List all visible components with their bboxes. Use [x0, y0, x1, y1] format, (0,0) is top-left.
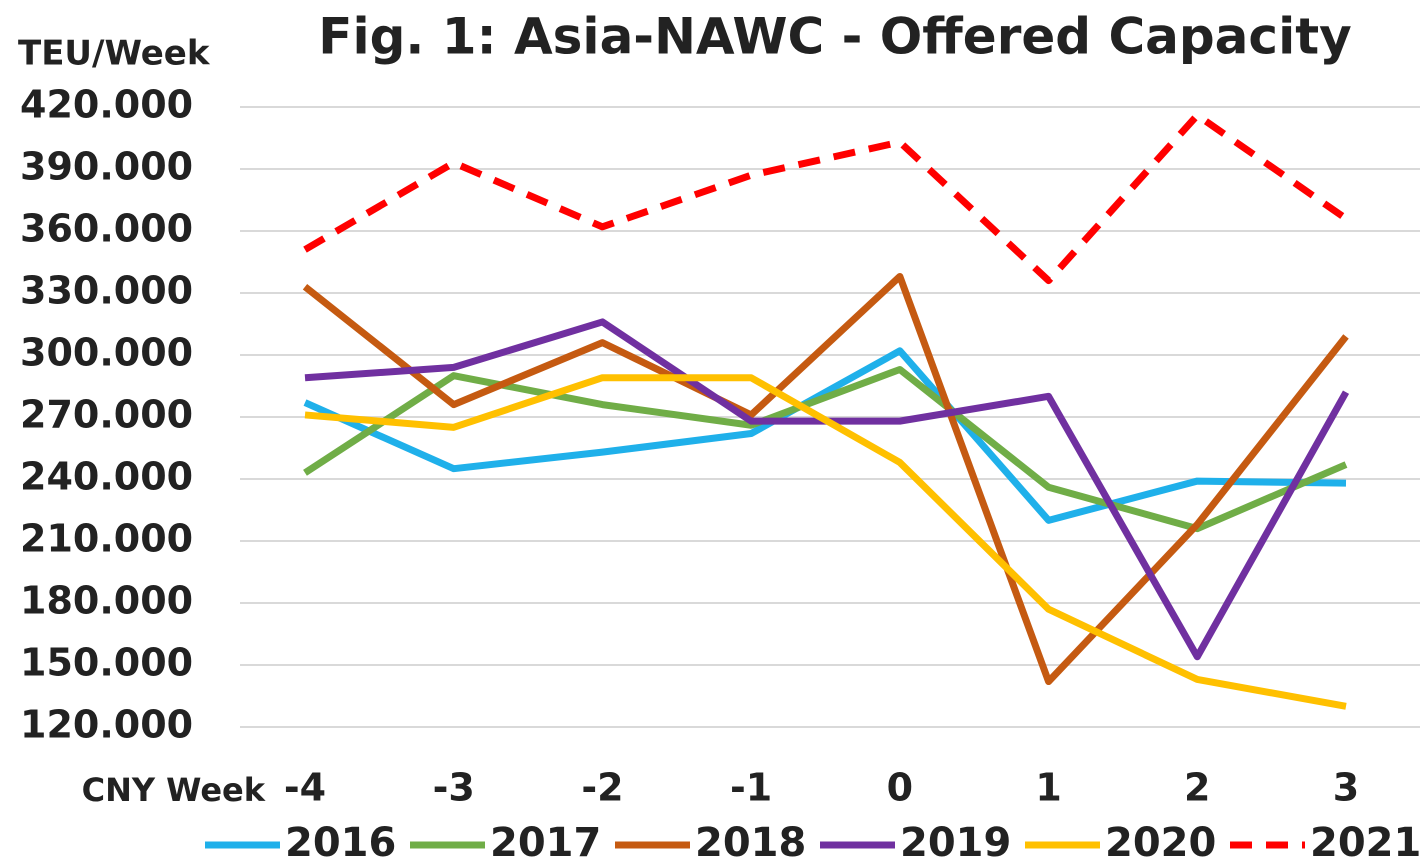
legend-label: 2017 [490, 820, 601, 866]
x-tick-label: -2 [581, 766, 623, 810]
y-tick-label: 210.000 [20, 517, 193, 561]
x-tick-label: -1 [730, 766, 772, 810]
legend-label: 2021 [1310, 820, 1421, 866]
legend-label: 2019 [900, 820, 1011, 866]
legend-label: 2016 [285, 820, 396, 866]
x-tick-label: 1 [1035, 766, 1061, 810]
x-tick-label: 2 [1184, 766, 1210, 810]
x-axis-label: CNY Week [82, 771, 266, 809]
x-tick-label: 3 [1333, 766, 1359, 810]
x-tick-label: -3 [433, 766, 475, 810]
legend-label: 2018 [695, 820, 806, 866]
series-line [304, 374, 1347, 710]
x-tick-label: 0 [887, 766, 913, 810]
y-tick-label: 420.000 [20, 83, 193, 127]
y-tick-label: 390.000 [20, 145, 193, 189]
y-tick-label: 300.000 [20, 331, 193, 375]
series-line [304, 318, 1350, 661]
y-tick-label: 240.000 [20, 455, 193, 499]
y-tick-label: 150.000 [20, 641, 193, 685]
legend-label: 2020 [1105, 820, 1216, 866]
y-tick-label: 180.000 [20, 579, 193, 623]
x-tick-label: -4 [284, 766, 326, 810]
series-line [303, 111, 1348, 285]
y-axis-label: TEU/Week [18, 34, 211, 74]
series-line [302, 272, 1349, 686]
y-tick-label: 270.000 [20, 393, 193, 437]
series-line [303, 347, 1347, 524]
chart-title: Fig. 1: Asia-NAWC - Offered Capacity [318, 8, 1351, 66]
y-tick-label: 360.000 [20, 207, 193, 251]
y-tick-label: 330.000 [20, 269, 193, 313]
y-tick-label: 120.000 [20, 703, 193, 747]
series-line [303, 365, 1348, 533]
